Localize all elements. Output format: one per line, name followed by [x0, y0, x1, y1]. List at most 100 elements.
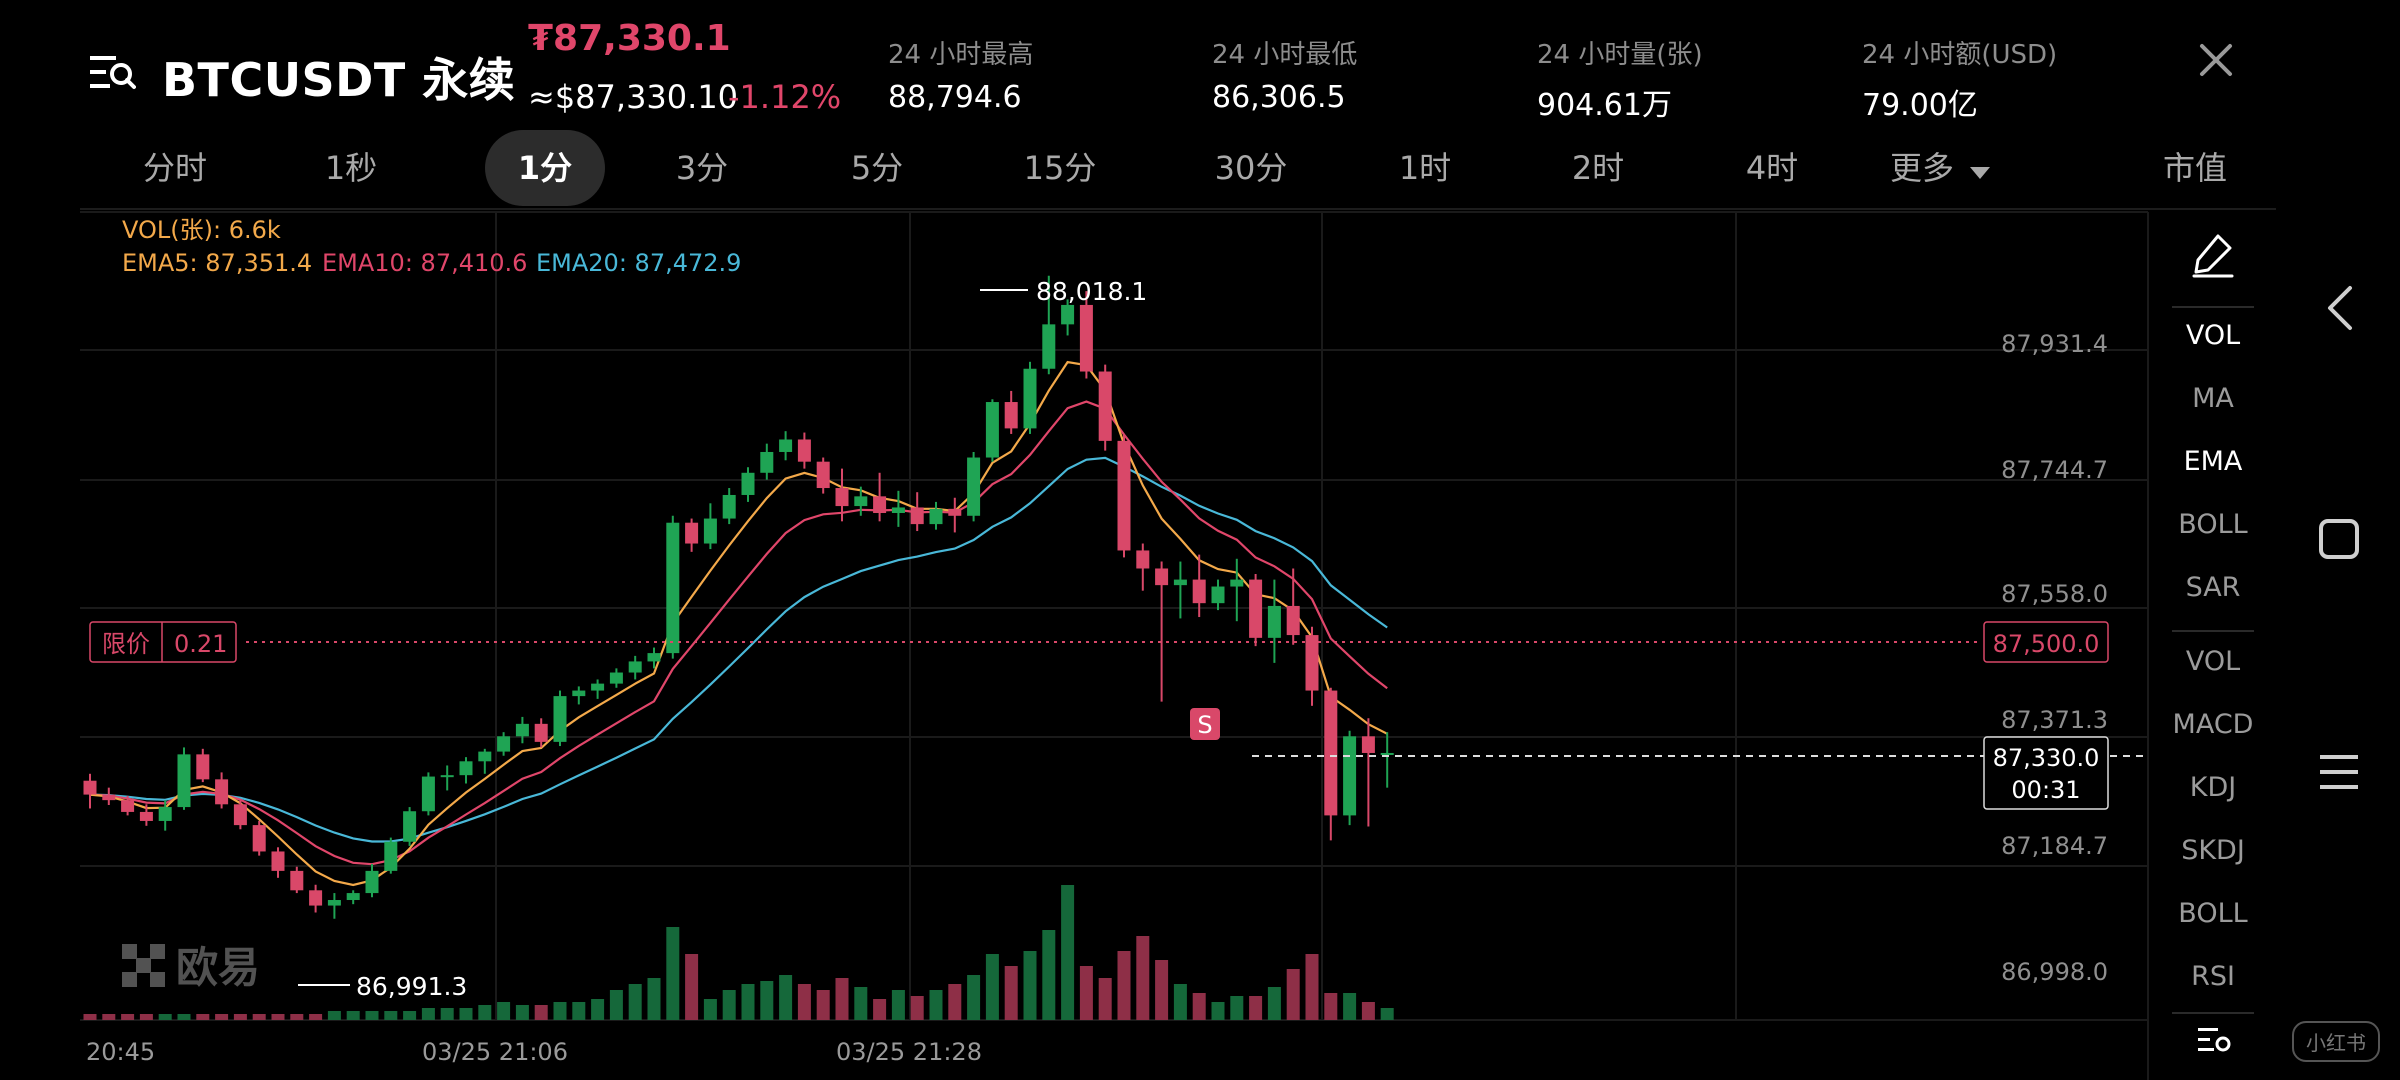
- candle: [779, 431, 793, 461]
- low-marker-label: 86,991.3: [356, 972, 467, 1001]
- high-marker: 88,018.1: [980, 277, 1147, 306]
- back-nav-icon[interactable]: [2320, 282, 2360, 334]
- volume-bar: [1361, 1002, 1375, 1020]
- volume-bar: [666, 927, 680, 1020]
- sub-indicator-boll[interactable]: BOLL: [2178, 898, 2248, 929]
- volume-bar: [985, 954, 999, 1020]
- volume-bar: [403, 1011, 417, 1020]
- candle: [1380, 732, 1394, 788]
- tab-5m[interactable]: 5分: [850, 149, 904, 187]
- candle: [196, 748, 210, 783]
- candle-body: [967, 457, 981, 516]
- candle: [1305, 626, 1319, 706]
- candle-body: [1004, 402, 1018, 429]
- candle: [365, 863, 379, 898]
- high-marker-label: 88,018.1: [1036, 277, 1147, 306]
- candle-body: [797, 439, 811, 462]
- volume-bar: [290, 1014, 304, 1020]
- candle: [703, 503, 717, 550]
- candle-body: [1343, 736, 1357, 816]
- volume-bar: [797, 984, 811, 1020]
- tab-4h[interactable]: 4时: [1745, 149, 1799, 187]
- ema5-label: EMA5: 87,351.4: [122, 249, 312, 277]
- candle-body: [139, 811, 153, 821]
- main-indicator-boll[interactable]: BOLL: [2178, 509, 2248, 540]
- candle: [121, 795, 135, 816]
- main-indicator-ma[interactable]: MA: [2192, 383, 2234, 414]
- volume-bar: [1023, 951, 1037, 1020]
- kline-chart[interactable]: VOL(张): 6.6k EMA5: 87,351.4 EMA10: 87,41…: [0, 0, 2150, 1080]
- volume-bar: [854, 987, 868, 1020]
- limit-order-price-tag: 87,500.0: [1983, 621, 2109, 663]
- y-tick: 87,558.0: [2001, 580, 2108, 608]
- candle: [497, 732, 511, 756]
- main-indicator-ema[interactable]: EMA: [2183, 446, 2243, 477]
- candle-body: [290, 870, 304, 891]
- candle-body: [741, 472, 755, 495]
- volume-bar: [459, 1008, 473, 1020]
- candle: [1173, 561, 1187, 619]
- candle-body: [1098, 371, 1112, 441]
- stat-24h-volume-label: 24 小时量(张): [1537, 40, 1703, 70]
- x-tick: 03/25 21:28: [836, 1038, 982, 1066]
- main-indicator-vol[interactable]: VOL: [2185, 320, 2241, 351]
- tab-15m[interactable]: 15分: [1023, 149, 1097, 187]
- sub-indicator-macd[interactable]: MACD: [2172, 709, 2254, 740]
- candle-body: [121, 800, 135, 812]
- tab-timeline[interactable]: 分时: [142, 149, 207, 187]
- candle-body: [929, 508, 943, 525]
- candle-body: [177, 754, 191, 808]
- volume-bar: [967, 975, 981, 1020]
- candle-body: [1173, 579, 1187, 586]
- close-icon[interactable]: [2196, 40, 2236, 80]
- okx-watermark: 欧易: [122, 943, 260, 992]
- volume-bar: [139, 1014, 153, 1020]
- tab-30m[interactable]: 30分: [1214, 149, 1288, 187]
- tab-1m[interactable]: 1分: [485, 130, 605, 206]
- candle-body: [891, 507, 905, 514]
- tab-1h[interactable]: 1时: [1398, 149, 1452, 187]
- volume-bar: [1079, 966, 1093, 1020]
- candle-body: [553, 696, 567, 742]
- instrument-title[interactable]: BTCUSDT 永续: [162, 53, 516, 107]
- sub-indicator-rsi[interactable]: RSI: [2191, 961, 2235, 992]
- volume-bar: [1324, 993, 1338, 1020]
- volume-bar: [816, 990, 830, 1020]
- recents-nav-icon[interactable]: [2318, 752, 2360, 792]
- sub-indicator-kdj[interactable]: KDJ: [2189, 772, 2237, 803]
- volume-bar: [233, 1014, 247, 1020]
- candle: [741, 467, 755, 502]
- tab-more[interactable]: 更多: [1890, 130, 2030, 206]
- candle: [1155, 561, 1169, 702]
- candle: [722, 488, 736, 525]
- indicator-settings-icon[interactable]: [2196, 1024, 2232, 1056]
- candle-body: [666, 522, 680, 654]
- volume-bar: [779, 975, 793, 1020]
- volume-bars: [83, 885, 1394, 1020]
- tab-2h[interactable]: 2时: [1571, 149, 1625, 187]
- candle-body: [1042, 324, 1056, 369]
- menu-search-icon[interactable]: [88, 50, 136, 96]
- volume-bar: [1380, 1008, 1394, 1020]
- candle-body: [760, 451, 774, 473]
- candle: [685, 518, 699, 552]
- tab-1s[interactable]: 1秒: [324, 149, 378, 187]
- tab-3m[interactable]: 3分: [675, 149, 729, 187]
- draw-tool-icon[interactable]: [2190, 232, 2236, 278]
- main-indicator-sar[interactable]: SAR: [2185, 572, 2241, 603]
- home-nav-icon[interactable]: [2318, 518, 2360, 560]
- stat-24h-turnover-label: 24 小时额(USD): [1862, 40, 2058, 70]
- candle-body: [271, 851, 285, 871]
- candle-body: [421, 776, 435, 812]
- candle-body: [1079, 304, 1093, 372]
- candle: [1042, 275, 1056, 375]
- candle-countdown: 00:31: [2011, 776, 2080, 804]
- sub-indicator-skdj[interactable]: SKDJ: [2181, 835, 2245, 866]
- candle: [816, 457, 830, 494]
- sub-indicator-vol[interactable]: VOL: [2185, 646, 2241, 677]
- candle-body: [515, 723, 529, 737]
- limit-order-tag[interactable]: 限价 0.21: [89, 621, 237, 663]
- candle-body: [233, 804, 247, 826]
- volume-bar: [497, 1002, 511, 1020]
- tab-market-cap[interactable]: 市值: [2162, 149, 2227, 187]
